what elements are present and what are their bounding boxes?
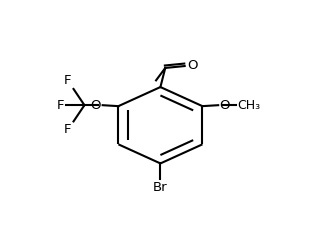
Text: Br: Br	[153, 181, 168, 194]
Text: CH₃: CH₃	[237, 99, 260, 112]
Text: O: O	[187, 59, 198, 72]
Text: O: O	[91, 99, 101, 112]
Text: F: F	[64, 74, 71, 87]
Text: O: O	[219, 99, 230, 112]
Text: F: F	[57, 99, 64, 112]
Text: F: F	[64, 123, 71, 136]
